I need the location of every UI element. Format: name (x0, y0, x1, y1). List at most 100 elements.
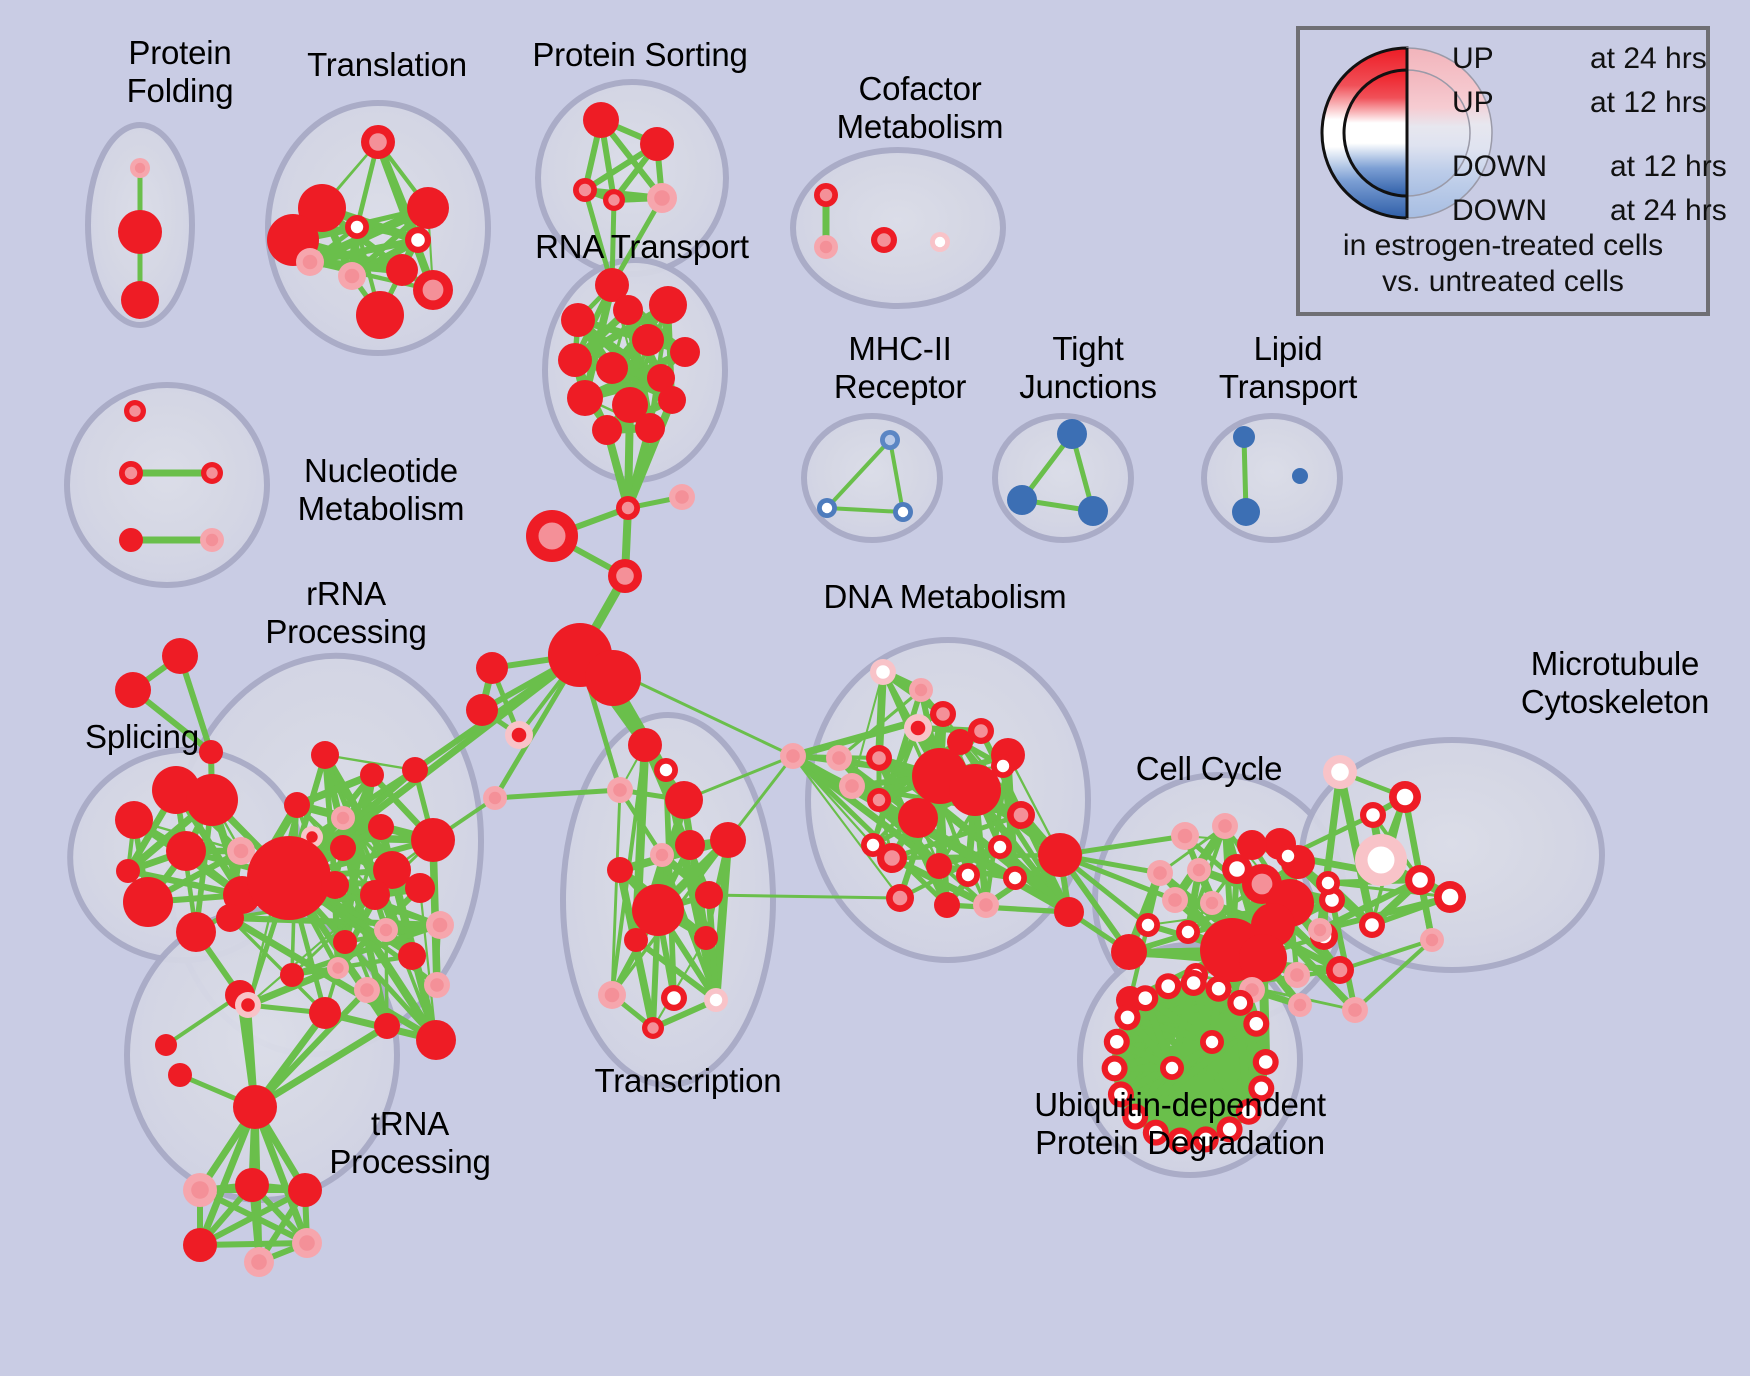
network-node[interactable] (839, 773, 865, 799)
network-node[interactable] (244, 1247, 274, 1277)
network-node[interactable] (292, 1228, 322, 1258)
network-node[interactable] (886, 884, 914, 912)
network-node[interactable] (411, 818, 455, 862)
network-node[interactable] (628, 728, 662, 762)
network-node[interactable] (1078, 496, 1108, 526)
network-node[interactable] (1180, 970, 1207, 996)
network-node[interactable] (354, 977, 380, 1003)
network-node[interactable] (368, 814, 394, 840)
network-node[interactable] (1187, 858, 1211, 882)
network-node[interactable] (991, 754, 1015, 778)
network-node[interactable] (361, 125, 395, 159)
network-node[interactable] (119, 528, 143, 552)
network-node[interactable] (603, 189, 625, 211)
network-node[interactable] (934, 892, 960, 918)
network-node[interactable] (585, 650, 641, 706)
network-node[interactable] (658, 386, 686, 414)
network-node[interactable] (483, 786, 507, 810)
network-node[interactable] (118, 210, 162, 254)
network-node[interactable] (650, 843, 674, 867)
network-node[interactable] (505, 721, 533, 749)
network-node[interactable] (1434, 881, 1466, 913)
network-node[interactable] (327, 957, 349, 979)
network-node[interactable] (124, 400, 146, 422)
network-node[interactable] (338, 262, 366, 290)
network-node[interactable] (1420, 928, 1444, 952)
network-node[interactable] (1103, 1028, 1130, 1055)
network-node[interactable] (1160, 1056, 1184, 1080)
network-node[interactable] (466, 694, 498, 726)
network-node[interactable] (1232, 498, 1260, 526)
network-node[interactable] (296, 248, 324, 276)
network-node[interactable] (1136, 913, 1160, 937)
network-node[interactable] (1192, 1126, 1219, 1153)
network-node[interactable] (949, 764, 1001, 816)
network-node[interactable] (1233, 426, 1255, 448)
network-node[interactable] (162, 638, 198, 674)
network-node[interactable] (704, 988, 728, 1012)
network-node[interactable] (227, 837, 255, 865)
network-node[interactable] (877, 843, 907, 873)
network-node[interactable] (607, 777, 633, 803)
network-node[interactable] (642, 1017, 664, 1039)
network-node[interactable] (826, 745, 852, 771)
network-node[interactable] (1216, 1116, 1243, 1143)
network-node[interactable] (1007, 801, 1035, 829)
network-node[interactable] (870, 659, 896, 685)
network-node[interactable] (284, 792, 310, 818)
network-node[interactable] (670, 337, 700, 367)
network-node[interactable] (694, 926, 718, 950)
network-node[interactable] (235, 1168, 269, 1202)
network-node[interactable] (817, 498, 837, 518)
network-node[interactable] (115, 672, 151, 708)
network-node[interactable] (1147, 860, 1173, 886)
network-node[interactable] (405, 227, 431, 253)
network-node[interactable] (201, 462, 223, 484)
network-node[interactable] (947, 729, 973, 755)
network-node[interactable] (386, 254, 418, 286)
network-node[interactable] (183, 1173, 217, 1207)
network-node[interactable] (130, 158, 150, 178)
network-node[interactable] (988, 835, 1012, 859)
network-node[interactable] (1162, 887, 1188, 913)
network-node[interactable] (1212, 813, 1238, 839)
network-node[interactable] (1360, 802, 1386, 828)
network-node[interactable] (1237, 830, 1267, 860)
network-node[interactable] (567, 380, 603, 416)
network-node[interactable] (200, 528, 224, 552)
network-node[interactable] (647, 364, 675, 392)
network-node[interactable] (608, 559, 642, 593)
network-node[interactable] (1167, 1127, 1194, 1154)
network-node[interactable] (1200, 891, 1224, 915)
network-node[interactable] (1132, 985, 1159, 1012)
network-node[interactable] (374, 1013, 400, 1039)
network-node[interactable] (1316, 871, 1340, 895)
network-node[interactable] (1326, 956, 1354, 984)
network-node[interactable] (166, 831, 206, 871)
network-node[interactable] (926, 853, 952, 879)
network-node[interactable] (1155, 973, 1182, 1000)
network-node[interactable] (1101, 1055, 1128, 1082)
network-node[interactable] (607, 857, 633, 883)
network-node[interactable] (598, 981, 626, 1009)
network-node[interactable] (973, 892, 999, 918)
network-node[interactable] (1003, 866, 1027, 890)
network-node[interactable] (288, 1173, 322, 1207)
network-node[interactable] (115, 801, 153, 839)
network-node[interactable] (596, 352, 628, 384)
network-node[interactable] (898, 798, 938, 838)
network-node[interactable] (1007, 485, 1037, 515)
network-node[interactable] (814, 183, 838, 207)
network-node[interactable] (345, 215, 369, 239)
network-node[interactable] (405, 873, 435, 903)
network-node[interactable] (1243, 1010, 1270, 1037)
network-node[interactable] (235, 992, 261, 1018)
network-node[interactable] (1239, 934, 1287, 982)
network-node[interactable] (1171, 822, 1199, 850)
network-node[interactable] (1057, 419, 1087, 449)
network-node[interactable] (867, 788, 891, 812)
network-node[interactable] (1054, 897, 1084, 927)
network-node[interactable] (374, 918, 398, 942)
network-node[interactable] (168, 1063, 192, 1087)
network-node[interactable] (1405, 865, 1435, 895)
